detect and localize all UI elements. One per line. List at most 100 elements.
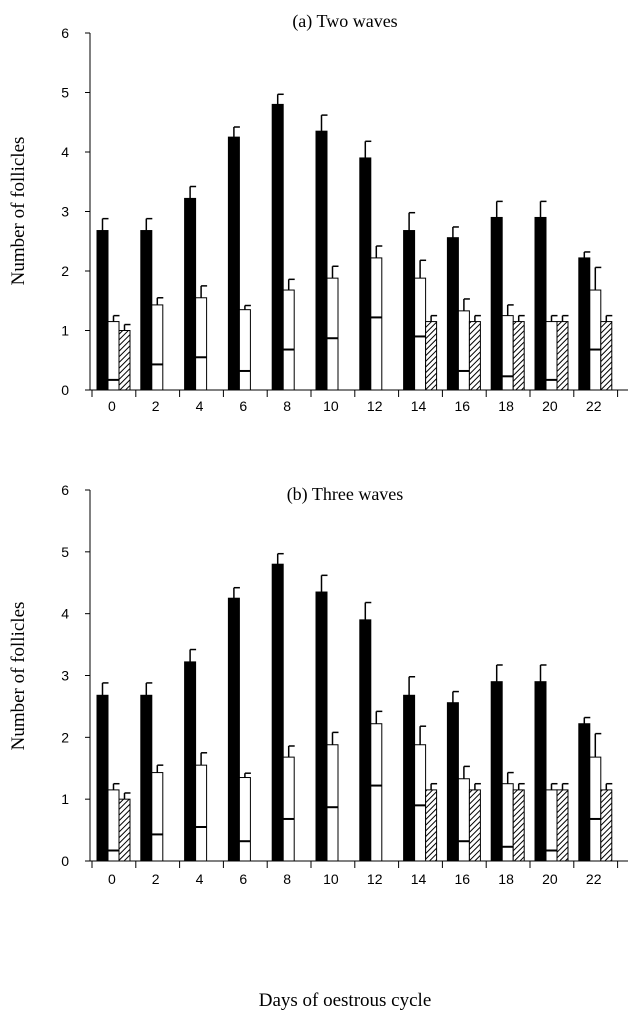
x-tick-label: 18 bbox=[498, 398, 514, 414]
hatched-bar bbox=[600, 789, 613, 862]
x-axis-title: Days of oestrous cycle bbox=[259, 990, 432, 1011]
open-bar bbox=[457, 310, 470, 391]
solid-bar bbox=[403, 230, 416, 391]
open-bar bbox=[151, 772, 164, 862]
open-bar bbox=[282, 756, 295, 862]
open-bar bbox=[238, 309, 251, 391]
open-bar bbox=[414, 277, 427, 391]
x-tick-label: 10 bbox=[323, 871, 339, 887]
open-bar bbox=[589, 756, 602, 862]
open-bar bbox=[457, 778, 470, 862]
x-tick-label: 2 bbox=[152, 871, 160, 887]
open-bar bbox=[326, 744, 339, 862]
x-tick-label: 0 bbox=[108, 398, 116, 414]
solid-bar bbox=[446, 702, 459, 862]
open-bar bbox=[151, 304, 164, 391]
x-tick-label: 18 bbox=[498, 871, 514, 887]
solid-bar bbox=[227, 136, 240, 391]
solid-bar bbox=[140, 694, 153, 862]
open-bar bbox=[501, 315, 514, 391]
hatched-bar bbox=[468, 789, 481, 862]
y-tick-label: 6 bbox=[61, 25, 69, 41]
solid-bar bbox=[271, 563, 284, 862]
open-bar bbox=[238, 777, 251, 862]
x-tick-label: 12 bbox=[367, 871, 383, 887]
solid-bar bbox=[227, 597, 240, 862]
solid-bar bbox=[359, 157, 372, 391]
x-tick-label: 14 bbox=[411, 398, 427, 414]
solid-bar bbox=[140, 230, 153, 391]
solid-bar bbox=[446, 237, 459, 391]
x-tick-label: 8 bbox=[283, 871, 291, 887]
open-bar bbox=[370, 257, 383, 391]
x-tick-label: 6 bbox=[239, 871, 247, 887]
open-bar bbox=[282, 289, 295, 391]
open-bar bbox=[501, 783, 514, 862]
y-tick-label: 3 bbox=[61, 668, 69, 684]
hatched-bar bbox=[512, 321, 525, 391]
solid-bar bbox=[96, 230, 109, 391]
open-bar bbox=[195, 297, 208, 391]
y-axis-label: Number of follicles bbox=[8, 137, 29, 286]
y-tick-label: 3 bbox=[61, 204, 69, 220]
solid-bar bbox=[490, 681, 503, 862]
x-tick-label: 20 bbox=[542, 871, 558, 887]
y-tick-label: 5 bbox=[61, 544, 69, 560]
hatched-bar bbox=[556, 789, 569, 862]
solid-bar bbox=[534, 216, 547, 391]
solid-bar bbox=[359, 619, 372, 862]
open-bar bbox=[589, 289, 602, 391]
y-tick-label: 0 bbox=[61, 382, 69, 398]
solid-bar bbox=[578, 723, 591, 862]
y-tick-label: 4 bbox=[61, 144, 69, 160]
chart-title: (b) Three waves bbox=[287, 484, 404, 505]
x-tick-label: 16 bbox=[455, 398, 471, 414]
solid-bar bbox=[184, 197, 197, 391]
x-tick-label: 8 bbox=[283, 398, 291, 414]
hatched-bar bbox=[118, 330, 131, 391]
chart-title: (a) Two waves bbox=[292, 11, 397, 32]
x-tick-label: 22 bbox=[586, 871, 602, 887]
hatched-bar bbox=[118, 798, 131, 862]
open-bar bbox=[370, 723, 383, 862]
x-tick-label: 4 bbox=[196, 871, 204, 887]
x-tick-label: 16 bbox=[455, 871, 471, 887]
y-axis-label: Number of follicles bbox=[8, 602, 29, 751]
x-tick-label: 0 bbox=[108, 871, 116, 887]
solid-bar bbox=[315, 130, 328, 391]
y-tick-label: 2 bbox=[61, 729, 69, 745]
open-bar bbox=[195, 764, 208, 862]
solid-bar bbox=[96, 694, 109, 862]
y-tick-label: 1 bbox=[61, 791, 69, 807]
solid-bar bbox=[184, 661, 197, 862]
hatched-bar bbox=[425, 789, 438, 862]
y-tick-label: 2 bbox=[61, 263, 69, 279]
x-tick-label: 2 bbox=[152, 398, 160, 414]
solid-bar bbox=[534, 681, 547, 862]
hatched-bar bbox=[512, 789, 525, 862]
solid-bar bbox=[490, 216, 503, 391]
y-tick-label: 0 bbox=[61, 853, 69, 869]
hatched-bar bbox=[600, 321, 613, 391]
x-tick-label: 10 bbox=[323, 398, 339, 414]
solid-bar bbox=[403, 694, 416, 862]
y-tick-label: 1 bbox=[61, 323, 69, 339]
x-tick-label: 14 bbox=[411, 871, 427, 887]
hatched-bar bbox=[556, 321, 569, 391]
x-tick-label: 20 bbox=[542, 398, 558, 414]
x-tick-label: 4 bbox=[196, 398, 204, 414]
y-tick-label: 5 bbox=[61, 85, 69, 101]
y-tick-label: 6 bbox=[61, 482, 69, 498]
hatched-bar bbox=[425, 321, 438, 391]
solid-bar bbox=[315, 591, 328, 862]
hatched-bar bbox=[468, 321, 481, 391]
solid-bar bbox=[271, 103, 284, 391]
open-bar bbox=[326, 277, 339, 391]
solid-bar bbox=[578, 257, 591, 391]
x-tick-label: 22 bbox=[586, 398, 602, 414]
x-tick-label: 6 bbox=[239, 398, 247, 414]
open-bar bbox=[414, 744, 427, 862]
